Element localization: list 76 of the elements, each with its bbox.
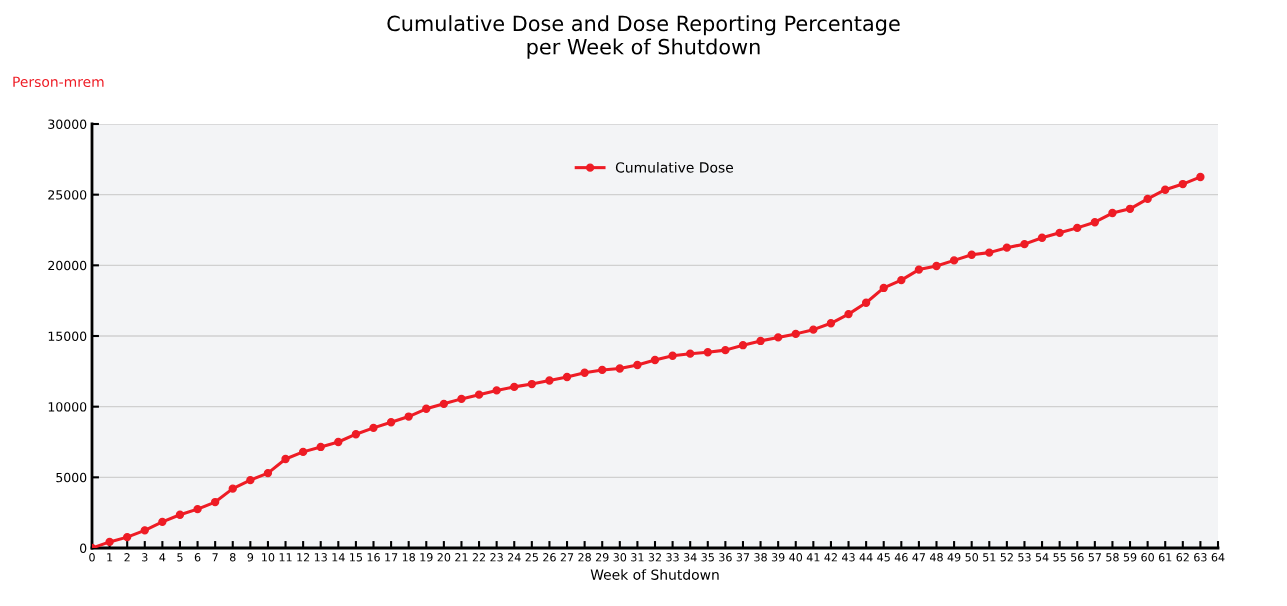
x-tick-label: 49 bbox=[947, 553, 961, 562]
x-tick-label: 41 bbox=[806, 553, 820, 562]
x-tick-label: 60 bbox=[1141, 553, 1154, 562]
x-tick-label: 43 bbox=[842, 553, 855, 562]
x-tick-label: 30 bbox=[613, 553, 627, 562]
x-tick-label: 25 bbox=[525, 553, 538, 562]
x-tick-label: 27 bbox=[560, 553, 574, 562]
x-tick-label: 38 bbox=[754, 553, 767, 562]
x-tick-label: 59 bbox=[1123, 553, 1137, 562]
x-tick-label: 17 bbox=[385, 553, 398, 562]
x-tick-label: 62 bbox=[1176, 553, 1189, 562]
y-axis-title: Person-mrem bbox=[13, 76, 104, 88]
x-tick-label: 1 bbox=[107, 553, 113, 562]
x-tick-label: 39 bbox=[771, 553, 785, 562]
x-tick-label: 42 bbox=[824, 553, 837, 562]
x-tick-label: 54 bbox=[1035, 553, 1049, 562]
x-tick-label: 56 bbox=[1071, 553, 1084, 562]
x-tick-label: 4 bbox=[159, 553, 166, 562]
x-tick-label: 34 bbox=[683, 553, 697, 562]
x-tick-label: 19 bbox=[420, 553, 433, 562]
y-tick-label: 30000 bbox=[48, 119, 87, 129]
x-tick-label: 46 bbox=[894, 553, 908, 562]
x-tick-label: 14 bbox=[332, 553, 345, 562]
x-tick-label: 58 bbox=[1106, 553, 1119, 562]
x-tick-label: 20 bbox=[437, 553, 451, 562]
x-tick-label: 36 bbox=[719, 553, 732, 562]
x-tick-label: 16 bbox=[367, 553, 380, 562]
x-tick-label: 32 bbox=[648, 553, 661, 562]
x-tick-label: 0 bbox=[89, 553, 95, 562]
x-tick-label: 50 bbox=[965, 553, 979, 562]
x-tick-label: 12 bbox=[297, 553, 310, 562]
x-tick-label: 15 bbox=[350, 553, 363, 562]
x-tick-label: 22 bbox=[472, 553, 486, 562]
x-tick-label: 64 bbox=[1211, 553, 1225, 562]
y-tick-label: 25000 bbox=[48, 190, 87, 200]
x-tick-label: 53 bbox=[1018, 553, 1031, 562]
legend-label: Cumulative Dose bbox=[615, 161, 734, 173]
chart-title: Cumulative Dose and Dose Reporting Percentage per Week of Shutdown bbox=[387, 15, 900, 59]
x-tick-label: 45 bbox=[877, 553, 890, 562]
x-tick-label: 24 bbox=[507, 553, 521, 562]
x-tick-label: 21 bbox=[455, 553, 468, 562]
x-tick-label: 40 bbox=[789, 553, 803, 562]
x-tick-label: 10 bbox=[262, 553, 275, 562]
x-tick-label: 28 bbox=[578, 553, 591, 562]
x-tick-label: 11 bbox=[279, 553, 292, 562]
x-tick-label: 26 bbox=[543, 553, 556, 562]
x-tick-label: 61 bbox=[1158, 553, 1172, 562]
y-tick-label: 15000 bbox=[48, 331, 87, 341]
x-tick-label: 37 bbox=[736, 553, 750, 562]
x-tick-label: 35 bbox=[701, 553, 714, 562]
x-tick-label: 23 bbox=[490, 553, 503, 562]
x-tick-label: 13 bbox=[314, 553, 327, 562]
x-tick-label: 8 bbox=[229, 553, 236, 562]
x-tick-label: 47 bbox=[912, 553, 926, 562]
x-tick-label: 18 bbox=[402, 553, 415, 562]
y-tick-label: 20000 bbox=[48, 260, 87, 271]
x-tick-label: 2 bbox=[124, 553, 130, 562]
x-tick-label: 48 bbox=[929, 553, 943, 562]
x-tick-label: 44 bbox=[859, 553, 873, 562]
x-axis-title: Week of Shutdown bbox=[590, 569, 719, 580]
x-tick-label: 5 bbox=[177, 553, 183, 562]
x-tick-label: 6 bbox=[194, 553, 201, 562]
x-tick-label: 29 bbox=[595, 553, 609, 562]
y-tick-label: 0 bbox=[80, 543, 87, 553]
y-tick-label: 10000 bbox=[48, 402, 87, 412]
x-tick-label: 7 bbox=[212, 553, 218, 562]
x-tick-label: 3 bbox=[142, 553, 148, 562]
x-tick-label: 9 bbox=[247, 553, 254, 562]
x-tick-label: 55 bbox=[1053, 553, 1066, 562]
x-tick-label: 31 bbox=[631, 553, 644, 562]
x-tick-label: 52 bbox=[1000, 553, 1013, 562]
x-tick-label: 51 bbox=[983, 553, 996, 562]
x-tick-label: 33 bbox=[666, 553, 679, 562]
x-tick-label: 57 bbox=[1088, 553, 1101, 562]
x-tick-label: 63 bbox=[1194, 553, 1207, 562]
y-tick-label: 5000 bbox=[56, 472, 87, 483]
